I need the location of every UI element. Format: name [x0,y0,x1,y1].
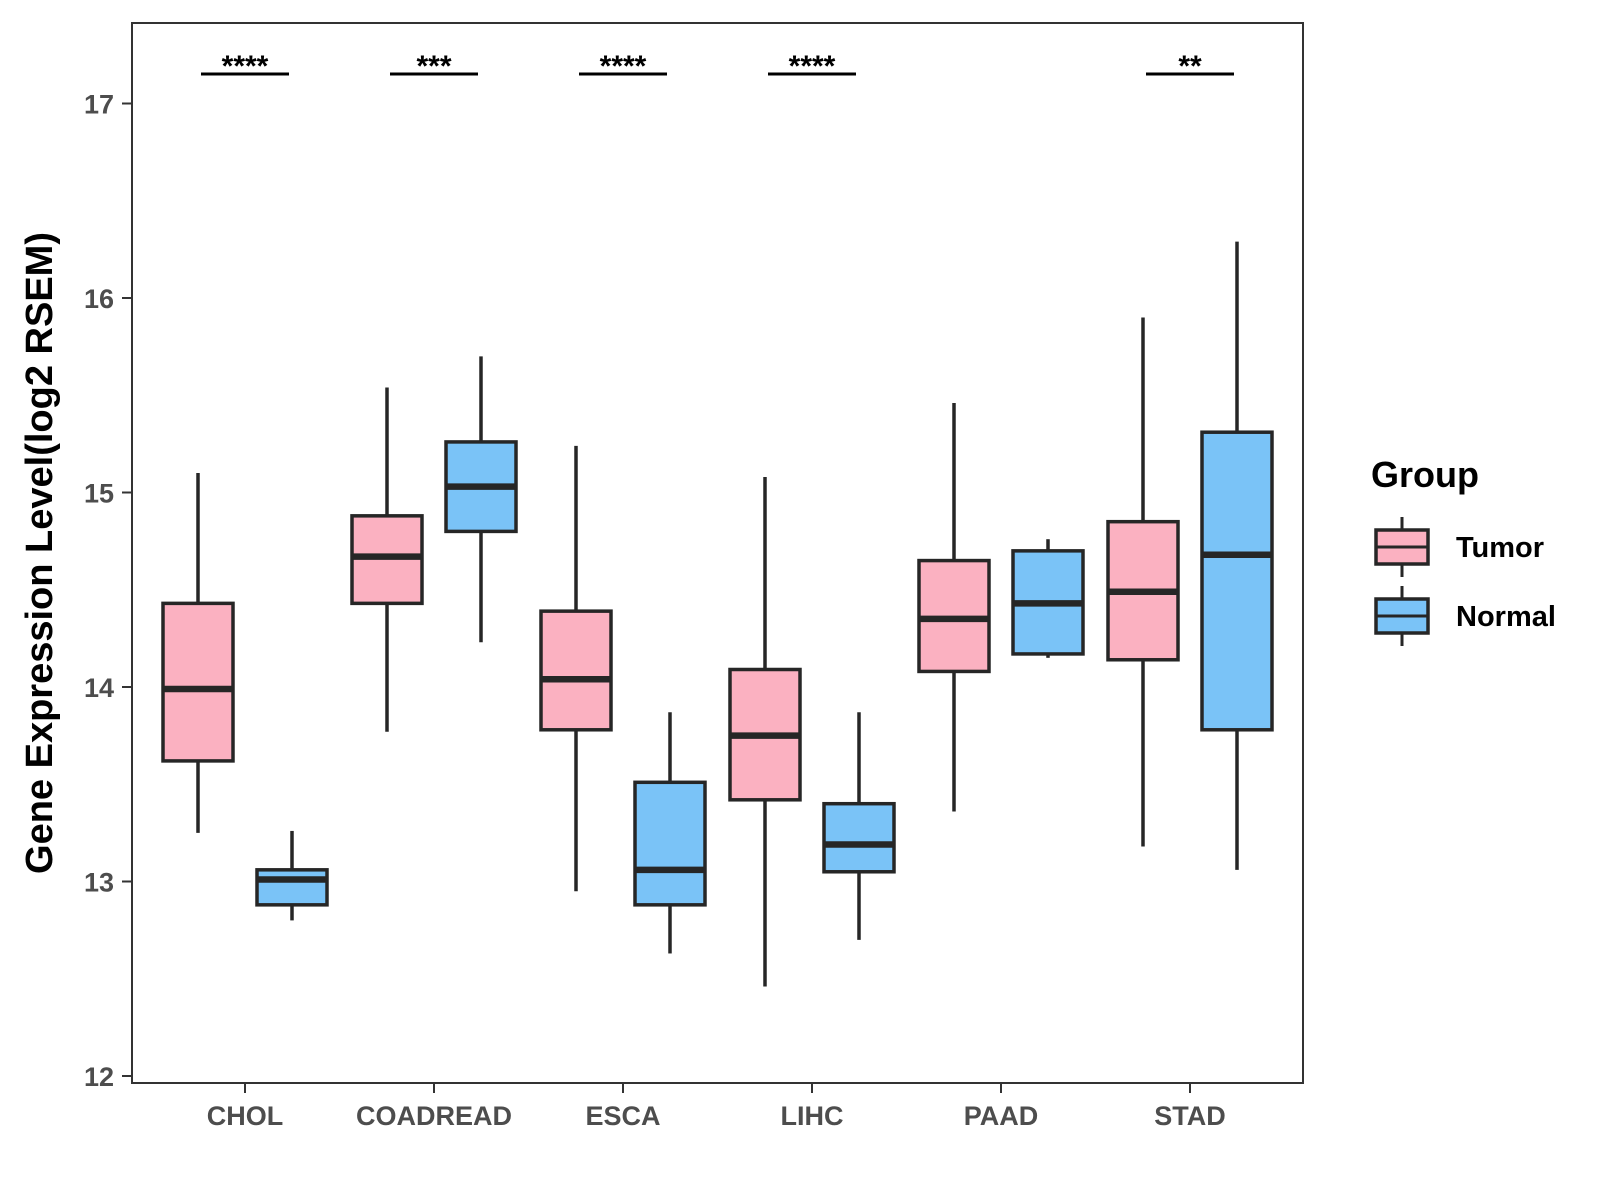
x-tick-label: LIHC [781,1101,844,1131]
significance-label: *** [416,50,451,83]
x-tick-label: CHOL [207,1101,284,1131]
y-axis: 12 13 14 15 16 17 [84,90,132,1092]
legend: Group Tumor Normal [1371,454,1556,646]
legend-item-tumor: Tumor [1374,517,1544,577]
box-normal-lihc [822,712,896,940]
y-tick-label: 12 [84,1062,114,1092]
significance-label: **** [600,50,647,83]
box-normal-stad [1200,241,1274,870]
y-tick-label: 14 [84,673,114,703]
box-tumor-esca [539,445,613,892]
legend-item-normal: Normal [1374,586,1556,646]
x-tick-label: COADREAD [356,1101,512,1131]
significance-label: ** [1178,50,1202,83]
significance-layer: **** *** **** **** ** [201,50,1234,83]
y-tick-label: 15 [84,479,114,509]
legend-title: Group [1371,454,1479,495]
box-iqr [822,801,896,874]
box-normal-chol [255,830,329,921]
x-tick-label: PAAD [964,1101,1039,1131]
x-axis: CHOL COADREAD ESCA LIHC PAAD STAD [207,1083,1226,1131]
box-normal-paad [1011,539,1085,658]
legend-label: Tumor [1456,532,1544,564]
boxes-layer [161,241,1274,987]
box-iqr [1200,430,1274,732]
y-tick-label: 16 [84,284,114,314]
box-iqr [633,780,707,907]
y-axis-title: Gene Expression Level(log2 RSEM) [19,232,61,874]
box-normal-coadread [444,356,518,643]
box-tumor-stad [1106,317,1180,847]
box-tumor-chol [161,473,235,833]
box-iqr [161,601,235,763]
plot-panel-border [131,22,1304,1084]
x-tick-label: STAD [1154,1101,1226,1131]
box-tumor-lihc [728,476,802,987]
significance-label: **** [789,50,836,83]
significance-label: **** [222,50,269,83]
y-tick-label: 17 [84,90,114,120]
box-normal-esca [633,712,707,954]
x-tick-label: ESCA [585,1101,660,1131]
y-tick-label: 13 [84,868,114,898]
legend-label: Normal [1456,601,1556,633]
box-tumor-paad [917,403,991,812]
box-tumor-coadread [350,387,424,732]
box-iqr [255,868,329,907]
box-iqr [539,609,613,732]
